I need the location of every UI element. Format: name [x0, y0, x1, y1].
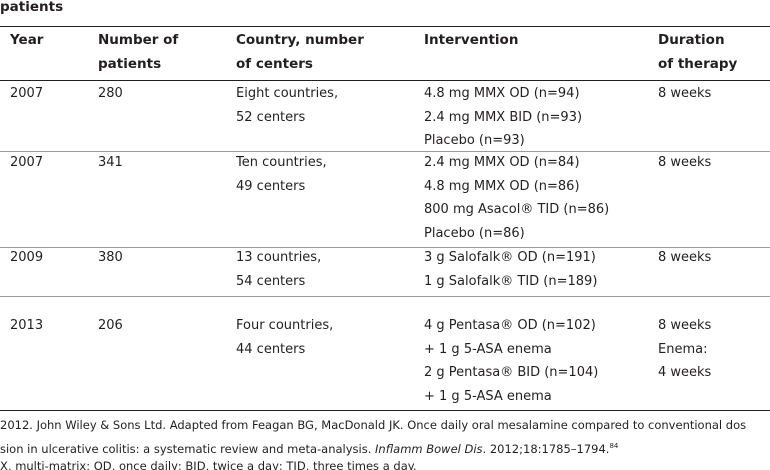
table-cell: 1 g Salofalk® TID (n=189): [424, 273, 598, 289]
row-rule: [0, 151, 770, 152]
footnote-ref: 84: [609, 442, 619, 450]
table-cell: 2007: [10, 155, 44, 170]
header-cell: of centers: [236, 55, 313, 72]
header-cell: Duration: [658, 32, 725, 48]
table-cell: 2.4 mg MMX OD (n=84): [424, 155, 580, 170]
table-cell: 2009: [10, 250, 44, 265]
table-cell: + 1 g 5-ASA enema: [424, 388, 552, 404]
table-cell: 4.8 mg MMX OD (n=94): [424, 86, 580, 101]
bottom-rule: [0, 410, 770, 411]
table-cell: 280: [98, 86, 123, 101]
table-cell: 52 centers: [236, 109, 306, 125]
footnote: sion in ulcerative colitis: a systematic…: [0, 439, 618, 456]
header-cell: patients: [98, 55, 162, 72]
table-cell: 8 weeks: [658, 250, 712, 265]
table-cell: 4.8 mg MMX OD (n=86): [424, 178, 580, 194]
table-cell: 49 centers: [236, 178, 306, 194]
footnote: 2012. John Wiley & Sons Ltd. Adapted fro…: [0, 418, 746, 432]
table-cell: 44 centers: [236, 341, 306, 357]
table-cell: 54 centers: [236, 273, 306, 289]
table-cell: Enema:: [658, 341, 708, 357]
table-cell: Placebo (n=86): [424, 225, 525, 241]
caption-fragment: patients: [0, 0, 64, 15]
table-cell: 2013: [10, 318, 44, 333]
header-cell: of therapy: [658, 55, 738, 72]
footnote: X, multi-matrix; OD, once daily; BID, tw…: [0, 459, 417, 470]
row-rule: [0, 247, 770, 248]
table-cell: 2007: [10, 86, 44, 101]
header-cell: Number of: [98, 32, 179, 48]
table-cell: 3 g Salofalk® OD (n=191): [424, 250, 596, 265]
table-cell: 13 countries,: [236, 250, 322, 265]
table-cell: 800 mg Asacol® TID (n=86): [424, 202, 610, 217]
table-cell: Placebo (n=93): [424, 133, 525, 148]
table-cell: + 1 g 5-ASA enema: [424, 341, 552, 357]
table-cell: 2 g Pentasa® BID (n=104): [424, 365, 599, 380]
table-cell: 380: [98, 250, 123, 265]
table-cell: 341: [98, 155, 123, 170]
footnote-text: . 2012;18:1785–1794.: [482, 441, 610, 456]
table-cell: 2.4 mg MMX BID (n=93): [424, 109, 583, 125]
table-cell: 206: [98, 318, 123, 333]
table-cell: Ten countries,: [236, 155, 327, 170]
table-cell: Four countries,: [236, 318, 334, 333]
footnote-text: X, multi-matrix; OD, once daily; BID, tw…: [0, 459, 417, 470]
header-cell: Intervention: [424, 32, 519, 48]
header-cell: Country, number: [236, 32, 364, 48]
footnote-text: sion in ulcerative colitis: a systematic…: [0, 441, 376, 456]
table-cell: 8 weeks: [658, 86, 712, 101]
row-rule: [0, 296, 770, 297]
table-cell: 4 g Pentasa® OD (n=102): [424, 318, 596, 333]
table-cell: 8 weeks: [658, 318, 712, 333]
table-cell: 8 weeks: [658, 155, 712, 170]
header-rule: [0, 80, 770, 81]
table-cell: 4 weeks: [658, 365, 712, 380]
footnote-journal: Inflamm Bowel Dis: [375, 441, 483, 456]
top-rule: [0, 26, 770, 27]
header-cell: Year: [10, 32, 44, 48]
footnote-text: 2012. John Wiley & Sons Ltd. Adapted fro…: [0, 418, 747, 432]
table-cell: Eight countries,: [236, 86, 339, 101]
